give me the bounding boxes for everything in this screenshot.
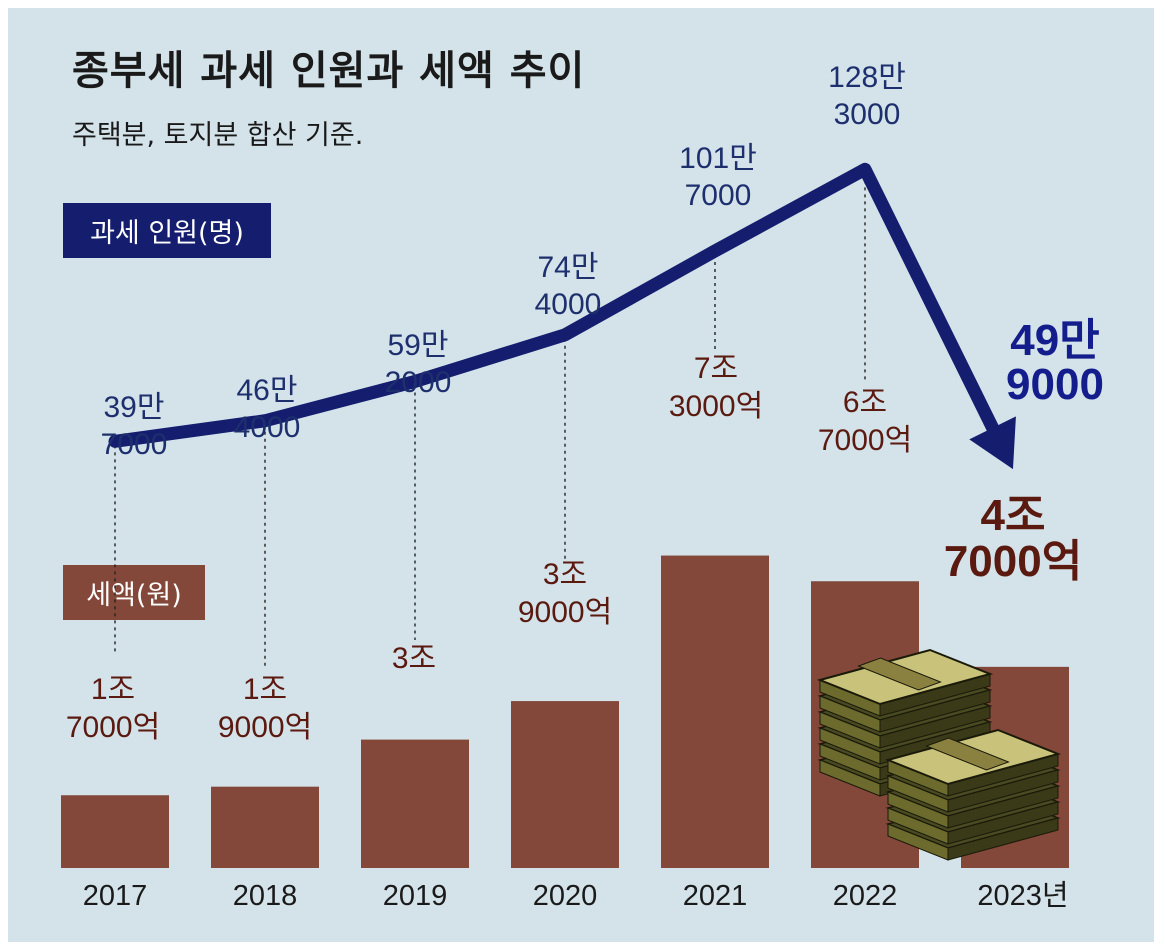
tax-value-label-2021: 7조 bbox=[694, 352, 738, 385]
tax-value-label-2021: 3000억 bbox=[669, 390, 763, 423]
tax-value-label-2023년: 7000억 bbox=[944, 537, 1082, 586]
tax-value-label-2023년: 4조 bbox=[981, 491, 1046, 540]
people-value-label-2019: 2000 bbox=[385, 366, 452, 399]
people-value-label-2022: 128만 bbox=[828, 61, 906, 94]
people-point-2021 bbox=[713, 248, 717, 253]
x-tick-label-2022: 2022 bbox=[833, 880, 898, 912]
tax-value-label-2022: 6조 bbox=[843, 386, 887, 419]
tax-bar-2019 bbox=[361, 739, 469, 868]
tax-bar-2017 bbox=[61, 795, 169, 868]
people-value-label-2020: 4000 bbox=[535, 288, 602, 321]
x-tick-label-2019: 2019 bbox=[383, 880, 448, 912]
chart-title: 종부세 과세 인원과 세액 추이 bbox=[72, 48, 586, 94]
people-line-arrowhead bbox=[969, 416, 1016, 470]
people-value-label-2022: 3000 bbox=[834, 98, 901, 131]
tax-value-label-2017: 7000억 bbox=[66, 711, 160, 744]
people-value-label-2017: 7000 bbox=[101, 428, 168, 461]
x-tick-label-2017: 2017 bbox=[83, 880, 148, 912]
x-tick-label-2018: 2018 bbox=[233, 880, 298, 912]
legend-tax-label: 세액(원) bbox=[63, 565, 205, 620]
tax-value-label-2018: 9000억 bbox=[218, 711, 312, 744]
tax-bar-2020 bbox=[511, 701, 619, 868]
people-point-2019 bbox=[413, 379, 417, 384]
tax-value-label-2017: 1조 bbox=[91, 673, 135, 706]
tax-value-label-2018: 1조 bbox=[243, 673, 287, 706]
tax-bar-2018 bbox=[211, 786, 319, 868]
people-value-label-2017: 39만 bbox=[104, 391, 165, 424]
x-tick-label-2020: 2020 bbox=[533, 880, 598, 912]
people-value-label-2023년: 9000 bbox=[1006, 360, 1104, 409]
tax-value-label-2020: 9000억 bbox=[518, 596, 612, 629]
chart-subtitle: 주택분, 토지분 합산 기준. bbox=[72, 120, 364, 151]
people-point-2022 bbox=[863, 167, 867, 172]
people-value-label-2021: 7000 bbox=[685, 179, 752, 212]
people-value-label-2018: 4000 bbox=[234, 411, 301, 444]
tax-value-label-2019: 3조 bbox=[392, 642, 436, 675]
people-value-label-2021: 101만 bbox=[679, 142, 757, 175]
people-point-2020 bbox=[563, 332, 567, 337]
tax-value-label-2020: 3조 bbox=[543, 558, 587, 591]
people-value-label-2020: 74만 bbox=[538, 251, 599, 284]
people-point-2017 bbox=[113, 439, 117, 444]
tax-value-label-2022: 7000억 bbox=[818, 424, 912, 457]
x-tick-label-2021: 2021 bbox=[683, 880, 748, 912]
x-tick-label-2023년: 2023년 bbox=[977, 880, 1068, 912]
people-point-2018 bbox=[263, 418, 267, 423]
people-value-label-2023년: 49만 bbox=[1010, 316, 1099, 365]
people-value-label-2019: 59만 bbox=[388, 329, 449, 362]
legend-people-label: 과세 인원(명) bbox=[63, 203, 271, 258]
money-stacks-icon bbox=[816, 648, 1062, 861]
tax-bar-2021 bbox=[661, 555, 769, 868]
people-value-label-2018: 46만 bbox=[237, 374, 298, 407]
